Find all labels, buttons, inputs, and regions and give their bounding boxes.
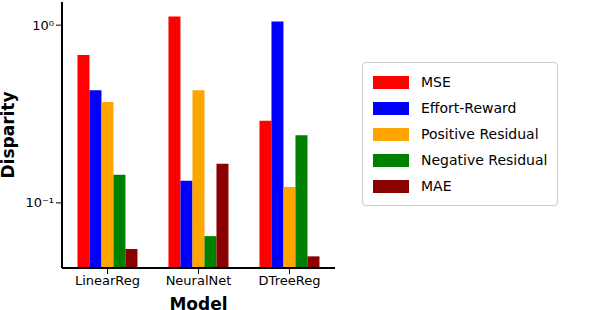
svg-text:Model: Model <box>169 294 227 310</box>
svg-text:10⁻¹: 10⁻¹ <box>25 195 54 210</box>
svg-text:10⁰: 10⁰ <box>32 18 54 33</box>
html-text:Negative Residual: Negative Residual <box>421 152 548 168</box>
svg-text:LinearReg: LinearReg <box>75 273 140 288</box>
svg-text:Disparity: Disparity <box>8 91 18 178</box>
html-text:MSE: MSE <box>421 74 451 90</box>
html-text:Effort-Reward: Effort-Reward <box>421 100 517 116</box>
svg-text:DTreeReg: DTreeReg <box>259 273 321 288</box>
html-text:Positive Residual: Positive Residual <box>421 126 539 142</box>
svg-text:NeuralNet: NeuralNet <box>166 273 232 288</box>
html-text:MAE: MAE <box>421 178 452 194</box>
